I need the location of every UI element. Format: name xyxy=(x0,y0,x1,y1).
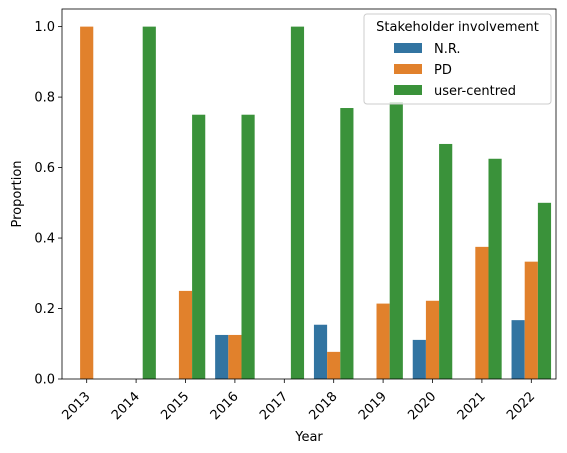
bar-n-r-2018 xyxy=(313,324,328,379)
bar-user-centred-2014 xyxy=(142,26,156,380)
bar-user-centred-2016 xyxy=(241,114,255,380)
legend-entry-label: N.R. xyxy=(434,42,461,57)
legend-box xyxy=(363,13,552,105)
bar-pd-2021 xyxy=(475,246,489,379)
y-tick-label: 0.0 xyxy=(34,373,55,388)
bars-layer xyxy=(80,26,552,380)
bar-user-centred-2022 xyxy=(537,202,552,379)
legend-swatch xyxy=(394,43,422,53)
bar-user-centred-2020 xyxy=(439,143,453,379)
bar-user-centred-2019 xyxy=(389,102,403,379)
bar-pd-2020 xyxy=(425,300,440,379)
bar-user-centred-2021 xyxy=(488,158,502,379)
plot-frame xyxy=(61,8,557,380)
bar-pd-2015 xyxy=(178,290,193,379)
y-tick-label: 0.2 xyxy=(34,302,55,317)
y-tick-label: 0.8 xyxy=(34,91,55,106)
y-tick-label: 0.4 xyxy=(34,232,55,247)
x-axis-label: Year xyxy=(294,430,323,445)
bar-pd-2019 xyxy=(376,303,390,379)
legend-entry-label: PD xyxy=(434,63,452,78)
y-axis-label: Proportion xyxy=(10,160,25,227)
y-tick-label: 1.0 xyxy=(34,20,55,35)
bar-user-centred-2017 xyxy=(290,26,305,380)
bar-pd-2022 xyxy=(524,261,538,379)
legend-swatch xyxy=(394,64,422,74)
bar-user-centred-2015 xyxy=(192,114,206,380)
bar-n-r-2022 xyxy=(511,320,525,379)
bar-pd-2018 xyxy=(327,351,341,379)
bar-pd-2016 xyxy=(228,334,242,379)
bar-user-centred-2018 xyxy=(340,108,354,380)
bar-n-r-2020 xyxy=(412,339,426,379)
legend-entry-label: user-centred xyxy=(434,84,516,99)
bar-n-r-2016 xyxy=(215,334,229,379)
legend-swatch xyxy=(394,85,422,95)
legend: Stakeholder involvement N.R. PD user-centr… xyxy=(363,13,552,105)
y-tick-label: 0.6 xyxy=(34,161,55,176)
legend-title: Stakeholder involvement xyxy=(376,20,539,35)
bar-pd-2013 xyxy=(80,26,94,380)
